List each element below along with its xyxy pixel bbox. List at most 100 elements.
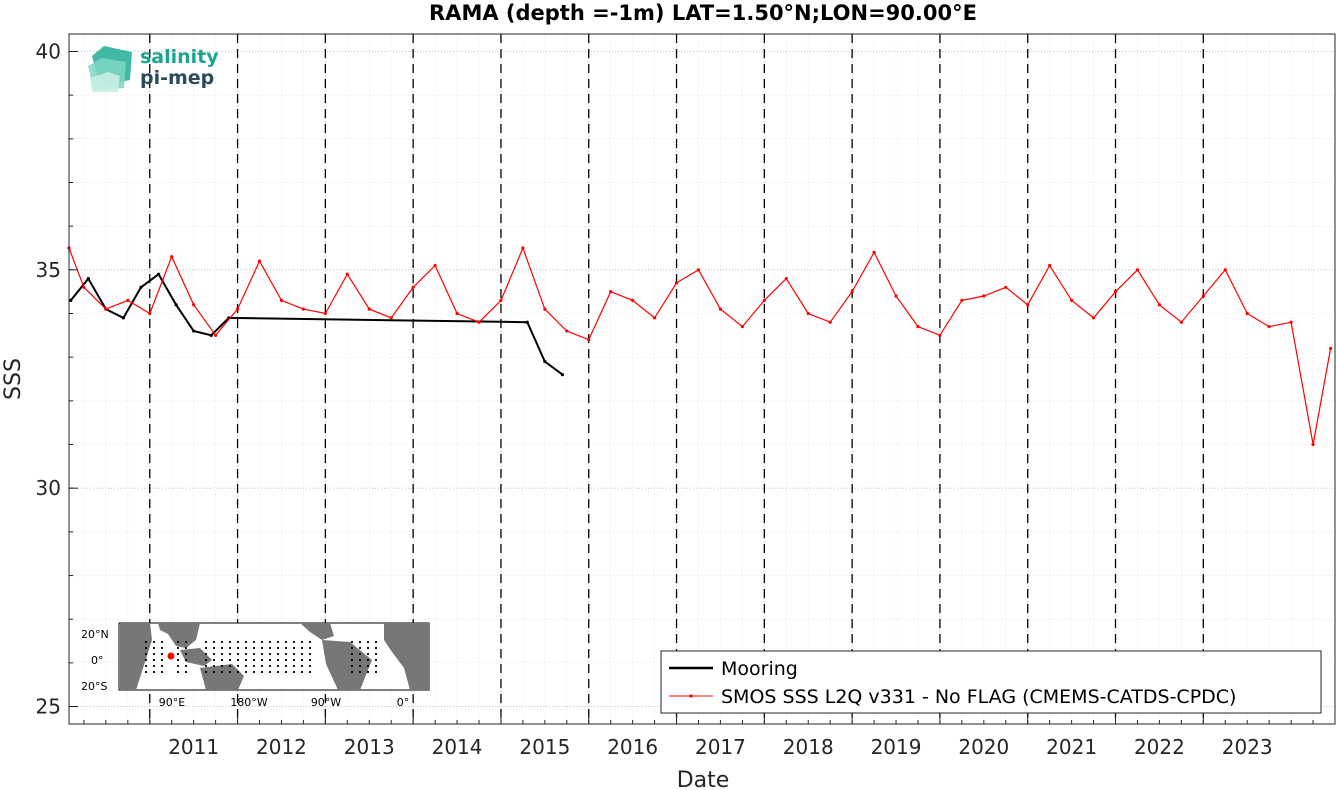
inset-buoy-dot [374, 646, 378, 650]
inset-buoy-dot [308, 646, 312, 650]
inset-buoy-dot [276, 640, 280, 644]
logo-text-pi-mep: pi-mep [140, 67, 214, 89]
x-tick-label: 2019 [871, 735, 922, 759]
inset-lon-label-180w: 180°W [230, 696, 267, 709]
inset-buoy-dot [160, 664, 164, 668]
inset-buoy-dot [300, 646, 304, 650]
inset-buoy-dot [292, 664, 296, 668]
inset-buoy-dot [176, 664, 180, 668]
data-point [104, 307, 108, 311]
x-tick-label: 2015 [519, 735, 570, 759]
inset-buoy-dot [358, 664, 362, 668]
inset-buoy-dot [292, 658, 296, 662]
data-point [762, 298, 766, 302]
x-tick-label: 2016 [607, 735, 658, 759]
inset-lon-label-0: 0° [397, 696, 410, 709]
inset-buoy-dot [366, 646, 370, 650]
inset-buoy-dot [268, 670, 272, 674]
inset-buoy-dot [236, 670, 240, 674]
data-point [740, 324, 744, 329]
inset-buoy-dot [300, 658, 304, 662]
inset-buoy-dot [212, 670, 216, 674]
x-axis-label: Date [677, 768, 730, 790]
inset-buoy-dot [220, 658, 224, 662]
inset-buoy-dot [308, 652, 312, 656]
inset-buoy-dot [292, 640, 296, 644]
data-point [1245, 311, 1249, 316]
data-point [86, 276, 90, 281]
data-point [156, 272, 161, 276]
data-point [192, 329, 196, 333]
inset-buoy-dot [260, 664, 264, 668]
chart-title: RAMA (depth =-1m) LAT=1.50°N;LON=90.00°E [429, 1, 977, 25]
inset-buoy-dot [220, 670, 224, 674]
x-tick-label: 2023 [1222, 735, 1273, 759]
inset-buoy-dot [374, 652, 378, 656]
x-axis-ticks: 2011 2012 2013 2014 2015 2016 2017 2018 2019 2020… [83, 715, 1336, 759]
inset-buoy-dot [152, 658, 156, 662]
inset-buoy-dot [220, 640, 224, 644]
inset-buoy-dot [260, 640, 264, 644]
data-point [257, 259, 262, 263]
inset-buoy-dot [300, 652, 304, 656]
data-point [784, 276, 788, 281]
inset-buoy-dot [374, 658, 378, 662]
inset-buoy-dot [220, 646, 224, 650]
inset-buoy-dot [244, 640, 248, 644]
data-point [279, 298, 284, 302]
x-tick-label: 2020 [958, 735, 1009, 759]
inset-buoy-dot [204, 652, 208, 656]
inset-buoy-dot [260, 670, 264, 674]
inset-buoy-dot [350, 640, 354, 644]
inset-buoy-dot [228, 670, 232, 674]
x-tick-label: 2014 [432, 735, 483, 759]
inset-buoy-dot [308, 658, 312, 662]
inset-buoy-dot [152, 646, 156, 650]
inset-buoy-dot [212, 664, 216, 668]
series-layer [67, 246, 1333, 447]
inset-buoy-dot [152, 664, 156, 668]
data-point [174, 303, 178, 307]
inset-buoy-dot [252, 658, 256, 662]
inset-buoy-dot [152, 652, 156, 656]
inset-buoy-dot [366, 658, 370, 662]
inset-buoy-dot [184, 664, 188, 668]
data-point [631, 298, 635, 302]
inset-buoy-dot [350, 646, 354, 650]
inset-lat-label-20s: 20°S [81, 680, 107, 693]
data-point [806, 311, 810, 316]
x-tick-label: 2021 [1046, 735, 1097, 759]
plot-frame [68, 33, 1336, 725]
inset-buoy-dot [268, 652, 272, 656]
data-point [1179, 320, 1183, 324]
data-point [455, 311, 459, 316]
inset-buoy-dot [160, 652, 164, 656]
inset-buoy-dot [244, 652, 248, 656]
inset-buoy-dot [212, 640, 216, 644]
data-point [323, 311, 327, 316]
data-point [1267, 324, 1271, 329]
data-point [1048, 263, 1052, 268]
legend-marker-smos [689, 694, 693, 698]
data-point [850, 290, 854, 294]
inset-buoy-dot [268, 658, 272, 662]
data-point [960, 298, 964, 302]
data-point [499, 298, 503, 302]
inset-buoy-dot [358, 670, 362, 674]
data-point [214, 333, 218, 337]
inset-buoy-dot [220, 664, 224, 668]
y-axis-ticks: 25 30 35 40 [36, 39, 78, 719]
inset-buoy-dot [152, 640, 156, 644]
data-point [828, 320, 832, 324]
inset-buoy-dot [144, 646, 148, 650]
x-tick-label: 2011 [168, 735, 219, 759]
inset-buoy-dot [176, 652, 180, 656]
inset-buoy-dot [184, 652, 188, 656]
inset-buoy-dot [260, 658, 264, 662]
inset-buoy-dot [160, 670, 164, 674]
data-point [565, 329, 569, 333]
inset-buoy-dot [144, 652, 148, 656]
inset-buoy-dot [244, 664, 248, 668]
inset-buoy-dot [300, 640, 304, 644]
data-point [433, 263, 437, 268]
